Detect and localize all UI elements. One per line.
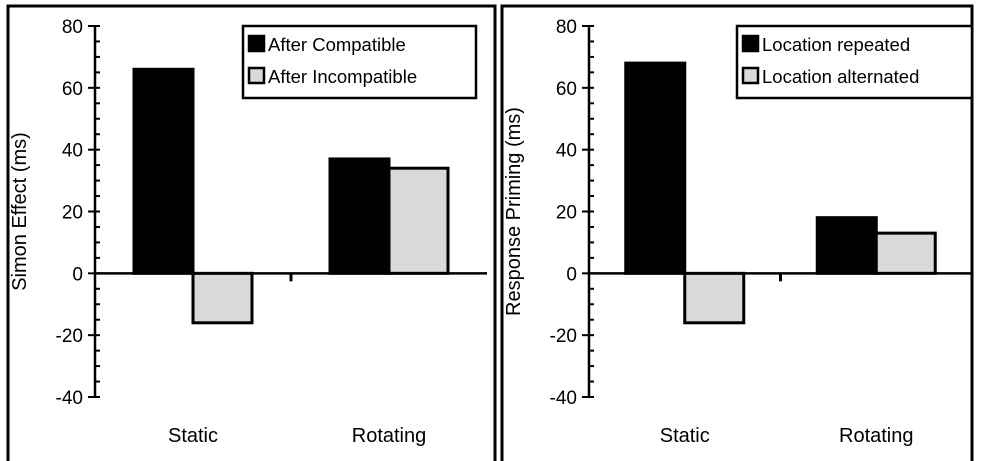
legend-swatch — [741, 34, 760, 53]
panel-frame — [500, 4, 974, 461]
chart-panel-response-priming: 80 60 40 20 0 -20 -40 Response Priming (ms) Stat… — [500, 4, 974, 461]
y-axis-title: Response Priming (ms) — [503, 107, 525, 316]
legend-swatch — [247, 34, 266, 53]
bar-series-2 — [191, 271, 254, 325]
y-tick-label: 20 — [556, 203, 577, 224]
y-tick-label: 80 — [556, 17, 577, 38]
bar-series-2 — [387, 166, 450, 275]
legend-box — [241, 24, 478, 100]
legend-label: Location repeated — [762, 34, 910, 55]
y-tick-label: -20 — [550, 326, 577, 347]
y-tick-label: 0 — [72, 264, 83, 285]
legend-label: Location alternated — [762, 66, 919, 87]
y-tick-label: 60 — [556, 79, 577, 100]
legend-box — [735, 24, 974, 100]
bar-series-1 — [328, 157, 391, 275]
x-category-label: Static — [660, 425, 710, 447]
y-tick-label: 20 — [62, 203, 83, 224]
legend: Location repeated Location alternated — [735, 24, 974, 100]
legend-swatch — [247, 66, 266, 85]
legend-label: After Incompatible — [268, 66, 417, 87]
y-axis-title: Simon Effect (ms) — [9, 132, 31, 291]
legend: After Compatible After Incompatible — [241, 24, 478, 100]
y-tick-label: 40 — [556, 141, 577, 162]
y-tick-label: -20 — [56, 326, 83, 347]
chart-panel-simon-effect: 80 60 40 20 0 -20 -40 Simon Effect (ms) Static Ro… — [6, 4, 497, 461]
y-tick-label: -40 — [550, 388, 577, 409]
x-category-label: Static — [168, 425, 218, 447]
y-tick-label: 60 — [62, 79, 83, 100]
legend-label: After Compatible — [268, 34, 406, 55]
y-tick-label: 0 — [566, 264, 577, 285]
y-tick-label: 80 — [62, 17, 83, 38]
bar-series-1 — [815, 216, 878, 275]
x-category-label: Rotating — [839, 425, 914, 447]
y-tick-label: -40 — [56, 388, 83, 409]
bar-series-2 — [874, 231, 937, 275]
panel-frame — [6, 4, 497, 461]
x-category-label: Rotating — [352, 425, 427, 447]
bar-series-2 — [683, 271, 746, 325]
bar-series-1 — [132, 67, 195, 275]
legend-swatch — [741, 66, 760, 85]
bar-series-1 — [624, 61, 687, 275]
y-tick-label: 40 — [62, 141, 83, 162]
